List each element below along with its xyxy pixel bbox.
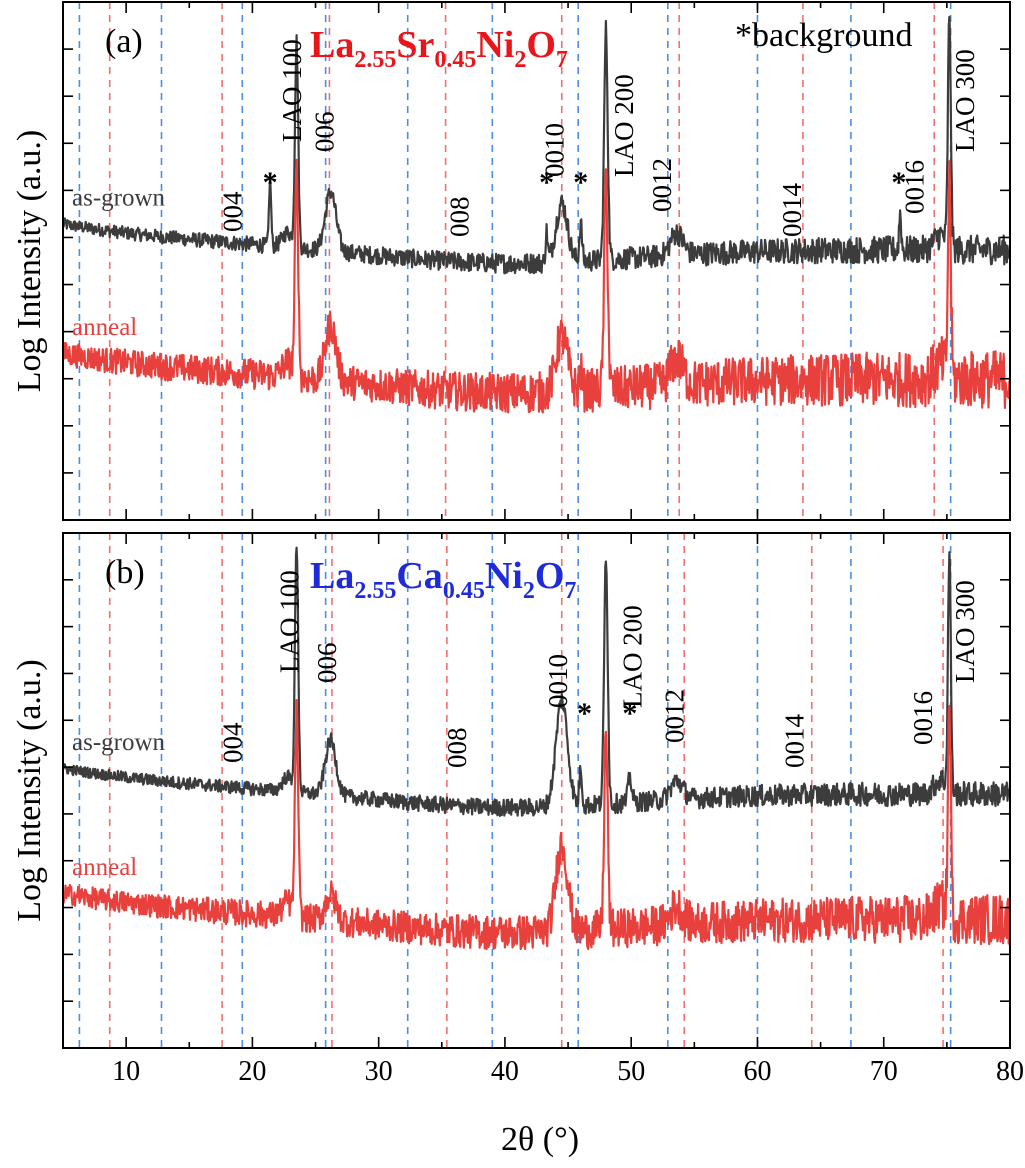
peak-label: 006 [312, 643, 342, 684]
peak-label: 0014 [779, 714, 809, 769]
panel-b: as-grown anneal (b) La2.55Ca0.45Ni2O7 Log In… [11, 532, 1012, 1049]
peak-label: 0010 [543, 654, 573, 708]
x-tick-label: 70 [870, 1056, 898, 1087]
chart-title: La2.55Ca0.45Ni2O7 [310, 555, 576, 604]
peak-label: LAO 100 [277, 39, 307, 142]
panel-label: (a) [105, 23, 143, 60]
peak-label: 0016 [908, 691, 938, 745]
peak-label: 008 [442, 728, 472, 769]
series-line-anneal [61, 158, 1012, 414]
peak-label: 0010 [539, 123, 569, 177]
x-axis: 10 20 30 40 50 60 70 80 [112, 1056, 1024, 1087]
series-label: anneal [72, 314, 137, 341]
plot-frame [62, 532, 1011, 1049]
series-label: as-grown [72, 729, 166, 756]
y-axis-label: Log Intensity (a.u.) [11, 130, 48, 393]
x-tick-label: 20 [238, 1056, 266, 1087]
x-axis-label: 2θ (°) [501, 1121, 579, 1158]
peak-label: 008 [445, 197, 475, 238]
x-tick-label: 30 [365, 1056, 393, 1087]
y-axis-label: Log Intensity (a.u.) [11, 659, 48, 922]
x-tick-label: 40 [491, 1056, 519, 1087]
background-marker: * [573, 166, 588, 199]
peak-label: LAO 100 [274, 570, 304, 673]
series-line-anneal [61, 699, 1012, 951]
panel-label: (b) [105, 554, 145, 591]
series-line-as-grown [61, 15, 1012, 275]
peak-label: LAO 200 [618, 605, 648, 708]
series-line-as-grown [61, 546, 1012, 817]
peak-label: LAO 200 [609, 74, 639, 177]
x-tick-label: 60 [743, 1056, 771, 1087]
series-label: anneal [72, 854, 137, 881]
background-marker: * [622, 697, 637, 730]
x-tick-label: 80 [996, 1056, 1024, 1087]
background-marker: * [891, 166, 906, 199]
peak-label: 0012 [647, 158, 677, 212]
peak-label: 004 [217, 722, 247, 763]
series-label: as-grown [72, 185, 166, 212]
chart-title: La2.55Sr0.45Ni2O7 [310, 24, 568, 73]
peak-label: 0012 [659, 689, 689, 743]
background-marker: * [539, 166, 554, 199]
peak-label: 0016 [899, 160, 929, 214]
plot-frame [62, 1, 1011, 521]
peak-label: LAO 300 [950, 49, 980, 152]
background-note: *background [735, 17, 913, 54]
peak-label: LAO 300 [950, 580, 980, 683]
peak-label: 006 [310, 112, 340, 153]
panel-a: as-grown anneal (a) La2.55Sr0.45Ni2O7 *backg… [11, 1, 1012, 521]
x-tick-label: 50 [617, 1056, 645, 1087]
background-marker: * [263, 166, 278, 199]
peak-label: 0014 [777, 183, 807, 238]
x-tick-label: 10 [112, 1056, 140, 1087]
peak-label: 004 [217, 191, 247, 232]
background-marker: * [577, 697, 592, 730]
